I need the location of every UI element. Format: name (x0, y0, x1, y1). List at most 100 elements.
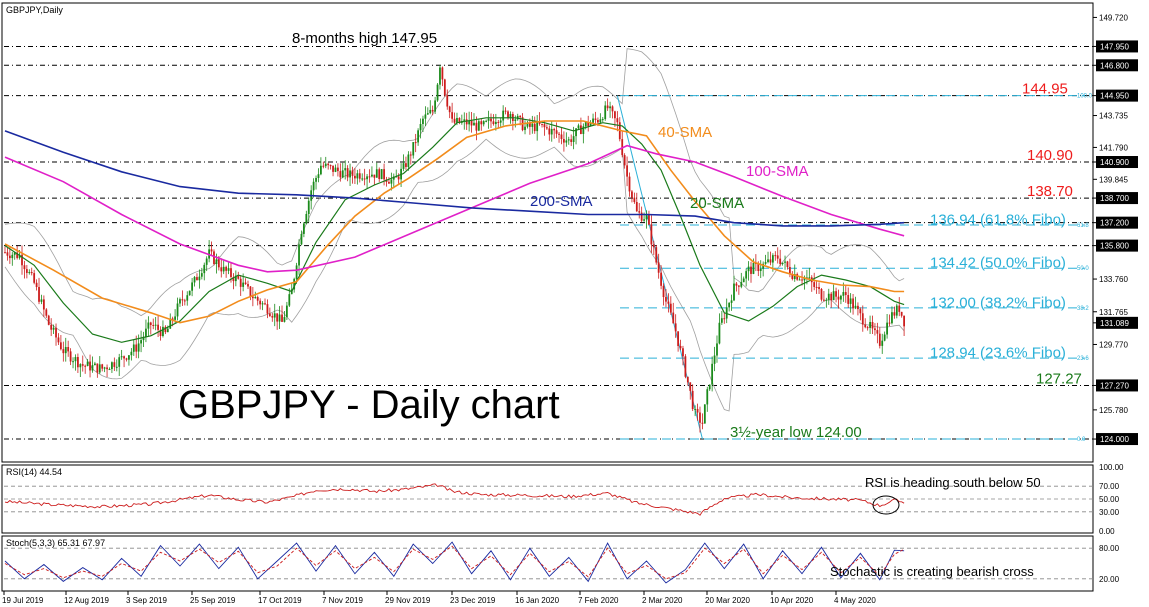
candle-body (762, 263, 765, 269)
candle-body (215, 259, 218, 265)
candle-body (733, 283, 735, 301)
candle-body (893, 312, 896, 316)
rsi-pane: 100.00 70.00 50.00 30.00 0.00 (4, 463, 1124, 536)
candle-body (881, 340, 884, 346)
stoch-tick-label: 80.00 (1099, 544, 1120, 553)
price-level-tag-text: 137.200 (1100, 219, 1129, 228)
candle-body (567, 139, 570, 141)
candle-body (757, 263, 760, 272)
stochastic-pane: 80.00 20.00 (4, 541, 1120, 584)
candle-body (351, 170, 354, 176)
candle-body (217, 259, 220, 268)
price-pane-title: GBPJPY,Daily (6, 5, 63, 15)
candle-body (33, 273, 36, 283)
sma200-label: 200-SMA (530, 193, 593, 210)
date-tick-label: 3 Sep 2019 (126, 596, 167, 605)
candle-body (903, 315, 905, 327)
candle-body (120, 356, 123, 358)
candle-body (482, 121, 485, 125)
candle-body (35, 282, 38, 288)
price-tick-label: 139.845 (1099, 175, 1128, 184)
candle-body (419, 124, 422, 131)
candle-body (281, 314, 283, 322)
candle-body (225, 266, 228, 271)
candle-body (205, 258, 208, 265)
candle-body (553, 129, 556, 131)
price-tick-label: 143.735 (1099, 112, 1128, 121)
candle-body (69, 351, 72, 362)
candle-body (784, 261, 786, 263)
candle-body (91, 365, 94, 371)
candle-body (682, 348, 684, 357)
candle-body (718, 322, 721, 344)
candle-body (366, 176, 368, 180)
candle-body (694, 408, 697, 410)
price-level-label: 138.70 (1027, 183, 1073, 200)
bollinger-bands (4, 48, 905, 412)
candle-body (307, 200, 310, 214)
candle-body (140, 340, 142, 344)
candle-body (79, 364, 82, 368)
candle-body (298, 244, 300, 266)
candle-body (779, 258, 782, 265)
price-tick-label: 141.790 (1099, 143, 1128, 152)
date-tick-label: 23 Dec 2019 (450, 596, 496, 605)
candle-body (844, 292, 847, 296)
candle-body (570, 139, 573, 143)
candle-body (716, 343, 718, 356)
candle-body (730, 300, 733, 303)
price-level-tag (1096, 192, 1138, 205)
date-tick-label: 25 Sep 2019 (190, 596, 236, 605)
price-levels (4, 45, 1093, 440)
candle-body (25, 269, 28, 273)
candle-body (86, 361, 89, 367)
candle-body (315, 177, 317, 182)
candle-body (543, 124, 546, 128)
candle-body (349, 170, 351, 178)
candle-body (329, 165, 332, 167)
candle-body (409, 154, 412, 156)
candle-body (473, 122, 475, 126)
candle-body (247, 284, 249, 287)
candle-body (801, 279, 803, 281)
date-tick-label: 29 Nov 2019 (385, 596, 431, 605)
candle-body (477, 121, 480, 131)
fibo-level-tag: 61.8 (1077, 223, 1089, 229)
price-tick-label: 149.720 (1099, 13, 1128, 22)
candle-body (249, 286, 252, 297)
price-tick-label: 125.780 (1099, 406, 1128, 415)
candle-body (210, 249, 213, 252)
candle-body (8, 255, 11, 259)
candle-body (84, 365, 87, 367)
candle-body (771, 255, 774, 263)
candle-body (580, 125, 582, 134)
stoch-pane-title: Stoch(5,3,3) 65.31 67.97 (6, 538, 105, 548)
candle-body (485, 120, 488, 122)
candle-body (830, 293, 833, 301)
candle-body (560, 134, 563, 139)
candle-body (728, 302, 731, 308)
candle-body (703, 404, 706, 424)
sma-line-100-sma (4, 144, 905, 273)
stoch-tick-label: 20.00 (1099, 575, 1120, 584)
candle-body (196, 277, 198, 281)
candle-body (268, 313, 271, 317)
candle-body (635, 202, 638, 212)
price-level-label: 127.27 (1036, 370, 1082, 387)
stoch-d-line (4, 545, 905, 580)
candle-body (456, 117, 458, 123)
candle-body (599, 119, 602, 123)
candle-body (774, 255, 777, 257)
candle-body (339, 171, 342, 178)
price-tick-label: 131.765 (1099, 308, 1128, 317)
candle-body (767, 259, 769, 263)
candle-body (13, 252, 16, 255)
candle-body (813, 282, 816, 287)
candle-body (786, 261, 789, 267)
candle-body (453, 118, 456, 123)
candle-body (152, 324, 155, 326)
candle-body (470, 120, 473, 126)
candle-body (227, 268, 230, 271)
chart-overlay-title: GBPJPY - Daily chart (178, 383, 560, 427)
candle-body (628, 176, 631, 192)
